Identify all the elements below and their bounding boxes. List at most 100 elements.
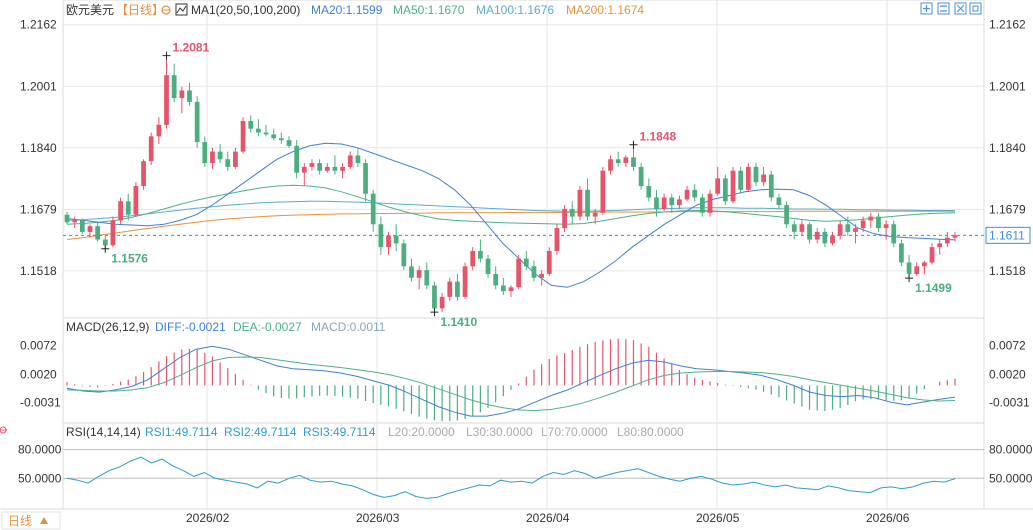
ma-label: MA1(20,50,100,200)	[191, 3, 300, 17]
candle-body	[217, 151, 223, 160]
indicator-icon[interactable]	[175, 3, 188, 16]
candle-body	[64, 214, 70, 223]
candle-body	[294, 145, 300, 173]
candle-body	[600, 170, 606, 213]
last-price-value: 1.1611	[989, 228, 1025, 242]
candle-body	[853, 228, 858, 232]
macd-title: MACD(26,12,9)	[66, 320, 149, 334]
candle-body	[210, 151, 215, 164]
candle-body	[784, 205, 789, 225]
price-ytick-left: 1.1518	[20, 264, 57, 278]
price-ytick-right: 1.1840	[989, 141, 1026, 155]
ma20-value: MA20:1.1599	[311, 3, 383, 17]
candle-body	[952, 235, 958, 238]
candle-body	[791, 224, 797, 232]
candle-body	[133, 186, 139, 215]
candle-body	[876, 216, 881, 229]
extreme-label-low: 1.1499	[915, 281, 952, 295]
candle-body	[156, 124, 162, 137]
candle-body	[432, 285, 437, 309]
candle-body	[585, 189, 590, 217]
candle-body	[470, 251, 476, 267]
candle-body	[194, 101, 200, 143]
grid-lines	[63, 0, 984, 509]
candle-body	[799, 224, 805, 232]
candle-body	[608, 159, 613, 171]
fullscreen-icon[interactable]	[969, 2, 982, 15]
candle-body	[118, 201, 123, 221]
candle-body	[677, 199, 682, 206]
candle-body	[355, 155, 361, 164]
rsi-plot	[63, 449, 984, 499]
candle-body	[761, 174, 766, 183]
candle-body	[409, 266, 414, 278]
macd-dea-line	[66, 356, 956, 412]
candle-body	[478, 251, 483, 259]
candle-body	[317, 163, 322, 171]
price-ytick-left: 1.1679	[20, 202, 57, 216]
candle-body	[202, 142, 208, 164]
candle-body	[631, 157, 636, 167]
extreme-label-low: 1.1576	[111, 252, 148, 266]
candle-body	[753, 166, 759, 183]
x-tick-label: 2026/05	[696, 511, 740, 525]
macd-diff-line	[66, 345, 956, 417]
candle-body	[416, 270, 422, 278]
candle-body	[370, 193, 376, 225]
candle-body	[148, 136, 154, 162]
candle-body	[899, 243, 904, 263]
extreme-marker	[430, 308, 439, 317]
compress-icon[interactable]	[937, 2, 950, 15]
settings-icon[interactable]	[161, 5, 171, 15]
candle-body	[102, 239, 108, 246]
candle-body	[378, 224, 384, 248]
candle-body	[508, 287, 514, 292]
reset-zoom-icon[interactable]	[954, 2, 967, 15]
macd-ytick-left: 0.0020	[20, 367, 57, 381]
rsi-l20-value: L20:20.0000	[388, 425, 455, 439]
candle-body	[654, 197, 659, 209]
candle-body	[684, 189, 690, 200]
candle-body	[546, 251, 552, 274]
crosshair-icon[interactable]	[0, 426, 7, 434]
period-select-button[interactable]: 日线	[1, 511, 61, 530]
candle-body	[347, 155, 353, 167]
extreme-marker	[629, 140, 638, 149]
candle-body	[462, 266, 468, 297]
rsi2-value: RSI2:49.7114	[224, 425, 297, 439]
candle-body	[179, 90, 185, 99]
candle-body	[485, 258, 491, 274]
candle-body	[669, 197, 675, 206]
candle-body	[776, 197, 782, 206]
price-ytick-left: 1.2001	[20, 79, 57, 93]
candle-body	[569, 208, 575, 217]
expand-icon[interactable]	[920, 2, 933, 15]
ma100-line	[66, 200, 955, 221]
candle-body	[386, 235, 391, 248]
macd-ytick-left: -0.0031	[20, 396, 61, 410]
price-ytick-right: 1.2001	[989, 79, 1026, 93]
candle-body	[225, 159, 231, 167]
extreme-label-high: 1.1848	[639, 130, 676, 144]
extreme-marker	[101, 244, 110, 253]
candle-body	[171, 75, 177, 99]
rsi-l30-value: L30:30.0000	[466, 425, 533, 439]
candle-body	[661, 197, 667, 209]
candle-body	[592, 212, 598, 217]
price-ytick-left: 1.1840	[20, 141, 57, 155]
ma200-line	[66, 210, 955, 240]
candle-body	[87, 226, 93, 232]
candle-body	[455, 281, 460, 297]
macd-diff-value: DIFF:-0.0021	[155, 320, 226, 334]
macd-ytick-right: 0.0020	[989, 367, 1026, 381]
candle-body	[554, 228, 560, 252]
price-ytick-left: 1.2162	[20, 18, 57, 32]
extreme-marker	[162, 51, 171, 60]
rsi-ytick-right: 80.0000	[989, 443, 1033, 457]
candle-body	[822, 231, 828, 244]
candle-body	[700, 197, 705, 213]
x-tick-label: 2026/04	[526, 511, 570, 525]
price-ytick-right: 1.2162	[989, 18, 1026, 32]
candle-body	[814, 231, 820, 240]
candle-body	[286, 140, 292, 146]
